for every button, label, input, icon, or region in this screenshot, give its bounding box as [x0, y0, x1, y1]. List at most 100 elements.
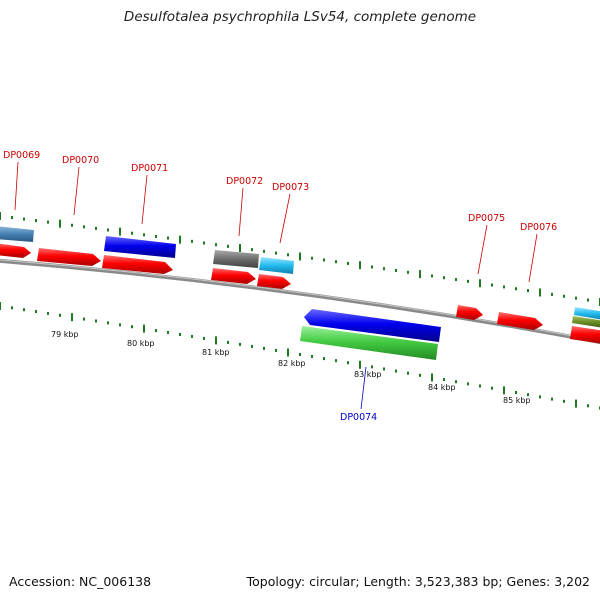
gc-tick [551, 292, 553, 296]
scale-tick [395, 369, 397, 373]
gc-tick [23, 217, 25, 221]
scale-tick [263, 346, 265, 350]
feature-cyan-dp0073[interactable] [259, 257, 294, 274]
gc-tick [455, 278, 457, 282]
feature-red-dp0069[interactable] [0, 243, 31, 258]
scale-tick [431, 373, 433, 382]
gc-tick [47, 220, 49, 224]
scale-label-82kbp: 82 kbp [278, 359, 306, 368]
feature-blue-dp0071[interactable] [104, 236, 176, 258]
scale-tick [167, 331, 169, 335]
scale-label-83kbp: 83 kbp [354, 370, 382, 379]
feature-red-dp0075[interactable] [456, 305, 483, 320]
map-title: Desulfotalea psychrophila LSv54, complet… [123, 9, 477, 25]
gc-tick [443, 276, 445, 280]
gc-tick [323, 258, 325, 262]
gc-tick [275, 251, 277, 255]
gc-tick [515, 287, 517, 291]
scale-label-81kbp: 81 kbp [202, 348, 230, 357]
scale-tick [419, 373, 421, 377]
scale-tick [539, 395, 541, 399]
gc-tick [167, 236, 169, 240]
scale-tick [371, 365, 373, 369]
gc-tick [503, 285, 505, 289]
gc-tick [131, 231, 133, 235]
scale-tick [515, 391, 517, 395]
scale-tick [335, 359, 337, 363]
gc-tick [143, 233, 145, 237]
gene-label-dp0070[interactable]: DP0070 [62, 155, 99, 166]
gene-label-dp0073[interactable]: DP0073 [272, 182, 309, 193]
scale-tick [107, 321, 109, 325]
gc-tick [395, 269, 397, 273]
scale-tick [59, 313, 61, 317]
feature-cyan-dp0077[interactable] [574, 307, 600, 320]
gc-tick [83, 225, 85, 229]
feature-red-dp0070[interactable] [37, 248, 101, 266]
gc-tick [11, 216, 13, 220]
gc-tick [239, 244, 241, 252]
gc-tick [527, 289, 529, 293]
gc-tick [563, 294, 565, 298]
gene-leader-lines [14, 161, 538, 410]
feature-red-dp0071[interactable] [102, 255, 173, 274]
gc-tick [311, 256, 313, 260]
gc-tick [107, 228, 109, 232]
gc-content-ticks-upper [0, 212, 600, 306]
gc-tick [179, 235, 181, 244]
scale-tick [35, 310, 37, 314]
scale-tick [239, 342, 241, 346]
gc-tick [95, 226, 97, 230]
gc-tick [467, 279, 469, 283]
feature-steel-dp0069[interactable] [0, 226, 34, 242]
feature-blue-dp0074[interactable] [304, 309, 441, 342]
scale-tick [575, 399, 577, 408]
gene-label-dp0076[interactable]: DP0076 [520, 222, 557, 233]
scale-tick [23, 308, 25, 312]
feature-red-dp0073[interactable] [257, 274, 291, 289]
gene-label-dp0075[interactable]: DP0075 [468, 213, 505, 224]
gc-tick [383, 267, 385, 271]
feature-red-dp0077[interactable] [570, 326, 600, 344]
scale-tick [323, 357, 325, 361]
gc-tick [251, 248, 253, 252]
scale-tick [179, 333, 181, 336]
scale-tick [287, 348, 289, 357]
feature-red-dp0072[interactable] [211, 268, 256, 284]
scale-tick [455, 380, 457, 384]
scale-tick [299, 353, 301, 356]
scale-tick [143, 324, 145, 333]
feature-grey-dp0072[interactable] [213, 250, 259, 268]
gc-tick [0, 212, 1, 220]
scale-tick [83, 317, 85, 321]
scale-tick [347, 361, 349, 365]
gc-tick [347, 261, 349, 265]
gc-tick [407, 270, 409, 274]
gc-tick [479, 279, 481, 288]
scale-tick [0, 302, 1, 310]
gene-label-dp0069[interactable]: DP0069 [3, 150, 40, 161]
feature-olive-dp0077[interactable] [572, 316, 600, 328]
scale-tick [563, 399, 565, 403]
feature-green-dp0074[interactable] [300, 326, 438, 360]
gc-tick [539, 288, 541, 297]
scale-tick [47, 311, 49, 315]
gc-tick [59, 219, 61, 228]
gene-label-dp0072[interactable]: DP0072 [226, 176, 263, 187]
gc-tick [35, 219, 37, 223]
scale-tick [119, 323, 121, 327]
topology-summary: Topology: circular; Length: 3,523,383 bp… [246, 574, 590, 589]
scale-tick [155, 329, 157, 333]
scale-tick [191, 334, 193, 338]
gene-label-dp0074[interactable]: DP0074 [340, 412, 377, 423]
gc-tick [575, 296, 577, 300]
scale-ticks-lower [0, 302, 600, 410]
gc-tick [191, 239, 193, 243]
scale-tick [275, 348, 277, 352]
scale-tick [587, 404, 589, 408]
scale-tick [203, 336, 205, 340]
gene-label-dp0071[interactable]: DP0071 [131, 163, 168, 174]
scale-tick [467, 382, 469, 386]
feature-red-dp0076[interactable] [497, 312, 543, 330]
